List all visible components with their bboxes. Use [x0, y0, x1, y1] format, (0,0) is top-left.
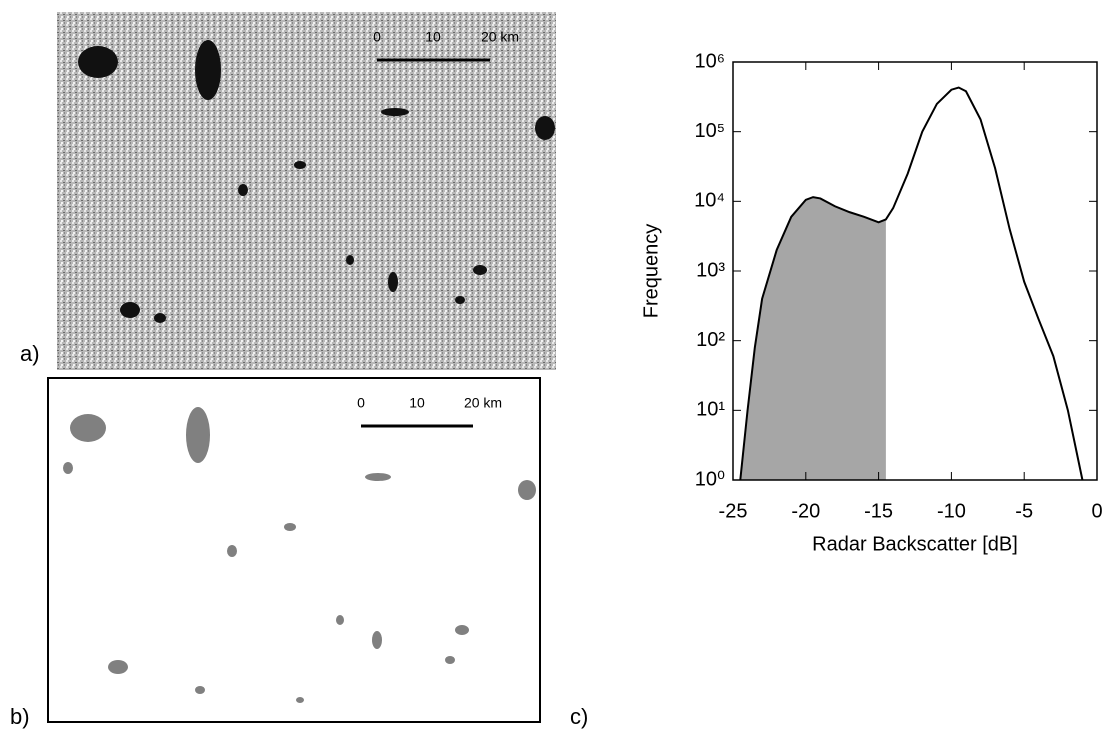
- x-tick-label: -10: [937, 500, 966, 522]
- x-tick-label: 0: [1091, 500, 1102, 522]
- y-tick-label: 10⁶: [695, 50, 725, 72]
- x-axis-label: Radar Backscatter [dB]: [812, 533, 1018, 555]
- y-tick-label: 10⁰: [695, 468, 725, 490]
- scale-label: 20 km: [481, 29, 519, 45]
- shaded-area: [740, 197, 886, 480]
- y-tick-label: 10¹: [696, 399, 725, 421]
- y-axis-label: Frequency: [640, 224, 662, 319]
- panel-label: a): [20, 341, 40, 366]
- panel-label: b): [10, 704, 30, 729]
- lakes-dark: [78, 40, 555, 323]
- y-tick-label: 10⁴: [694, 190, 725, 212]
- sar-image: [57, 12, 556, 370]
- water-mask: [47, 377, 541, 723]
- y-tick-label: 10⁵: [694, 120, 725, 142]
- panel-label: c): [570, 704, 588, 729]
- scale-label: 10: [425, 29, 441, 45]
- y-tick-label: 10³: [696, 259, 725, 281]
- x-tick-label: -25: [719, 500, 748, 522]
- x-tick-label: -5: [1015, 500, 1033, 522]
- y-tick-label: 10²: [696, 329, 725, 351]
- x-tick-label: -20: [791, 500, 820, 522]
- scale-label: 20 km: [464, 395, 502, 411]
- scale-label: 0: [373, 29, 381, 45]
- scale-label: 0: [357, 395, 365, 411]
- line: [739, 86, 1084, 481]
- x-tick-label: -15: [864, 500, 893, 522]
- lakes-mask: [63, 407, 536, 703]
- scale-label: 10: [409, 395, 425, 411]
